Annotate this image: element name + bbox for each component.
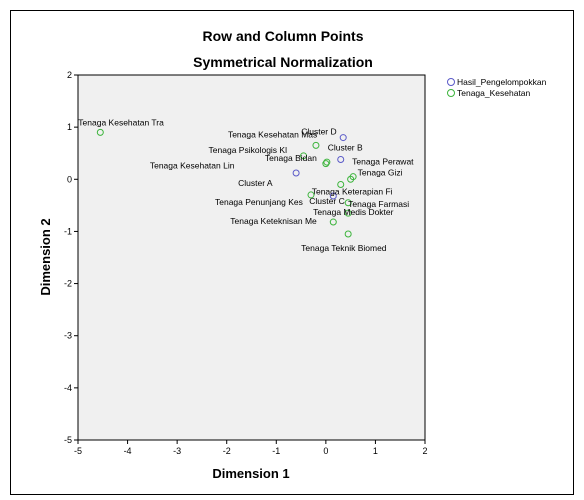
data-point-tenaga bbox=[344, 209, 352, 217]
chart-title: Row and Column Points bbox=[203, 28, 364, 44]
x-tick-label: 2 bbox=[422, 446, 427, 456]
data-point-tenaga bbox=[329, 218, 337, 226]
y-tick-label: -2 bbox=[64, 279, 72, 289]
point-label: Tenaga Keterapian Fi bbox=[312, 187, 393, 197]
y-tick-label: -4 bbox=[64, 383, 72, 393]
data-point-cluster bbox=[337, 155, 345, 163]
y-tick-label: -5 bbox=[64, 435, 72, 445]
legend-marker bbox=[447, 78, 455, 86]
y-tick-label: 1 bbox=[67, 122, 72, 132]
point-label: Cluster B bbox=[328, 142, 363, 152]
data-point-tenaga bbox=[323, 158, 331, 166]
data-point-cluster bbox=[339, 134, 347, 142]
point-label: Tenaga Farmasi bbox=[348, 199, 409, 209]
point-label: Cluster C bbox=[309, 196, 344, 206]
y-tick-label: -1 bbox=[64, 226, 72, 236]
data-point-tenaga bbox=[347, 175, 355, 183]
y-axis-label: Dimension 2 bbox=[38, 218, 53, 295]
point-label: Tenaga Kesehatan Mas bbox=[228, 129, 317, 139]
data-point-tenaga bbox=[322, 160, 330, 168]
x-tick-label: -4 bbox=[124, 446, 132, 456]
x-tick-label: -1 bbox=[272, 446, 280, 456]
x-tick-label: -5 bbox=[74, 446, 82, 456]
point-label: Tenaga Teknik Biomed bbox=[301, 243, 387, 253]
point-label: Tenaga Psikologis Kl bbox=[209, 145, 288, 155]
data-point-tenaga bbox=[312, 141, 320, 149]
point-label: Cluster D bbox=[301, 127, 336, 137]
data-point-tenaga bbox=[344, 199, 352, 207]
y-tick-label: 0 bbox=[67, 174, 72, 184]
legend-entry: Hasil_Pengelompokkan bbox=[457, 77, 547, 87]
data-point-tenaga bbox=[337, 181, 345, 188]
data-point-tenaga bbox=[96, 128, 104, 136]
point-label: Tenaga Kesehatan Lin bbox=[150, 161, 235, 171]
x-tick-label: -3 bbox=[173, 446, 181, 456]
y-tick-label: 2 bbox=[67, 70, 72, 80]
point-label: Tenaga Gizi bbox=[358, 167, 403, 177]
data-point-tenaga bbox=[344, 230, 352, 238]
point-label: Cluster A bbox=[238, 178, 273, 188]
x-axis-label: Dimension 1 bbox=[212, 466, 289, 481]
data-point-cluster bbox=[292, 169, 300, 177]
data-point-cluster bbox=[329, 192, 337, 200]
legend-marker bbox=[447, 89, 455, 97]
data-point-tenaga bbox=[300, 152, 308, 160]
x-tick-label: 0 bbox=[323, 446, 328, 456]
point-label: Tenaga Penunjang Kes bbox=[215, 197, 303, 207]
point-label: Tenaga Keteknisan Me bbox=[230, 216, 317, 226]
x-tick-label: -2 bbox=[223, 446, 231, 456]
point-label: Tenaga Perawat bbox=[352, 157, 414, 167]
legend-entry: Tenaga_Kesehatan bbox=[457, 88, 531, 98]
point-label: Tenaga Kesehatan Tra bbox=[78, 117, 164, 127]
axis-ticks: -5 -4 -3 -2 -1 0 1 2 2 1 0 -1 -2 -3 -4 -5 bbox=[64, 70, 428, 456]
chart-subtitle: Symmetrical Normalization bbox=[193, 54, 373, 70]
plot-area bbox=[77, 74, 426, 441]
y-tick-label: -3 bbox=[64, 331, 72, 341]
data-point-tenaga bbox=[307, 191, 315, 199]
point-label: Tenaga Medis Dokter bbox=[313, 207, 393, 217]
x-tick-label: 1 bbox=[373, 446, 378, 456]
point-label: Tenaga Bidan bbox=[265, 153, 317, 163]
